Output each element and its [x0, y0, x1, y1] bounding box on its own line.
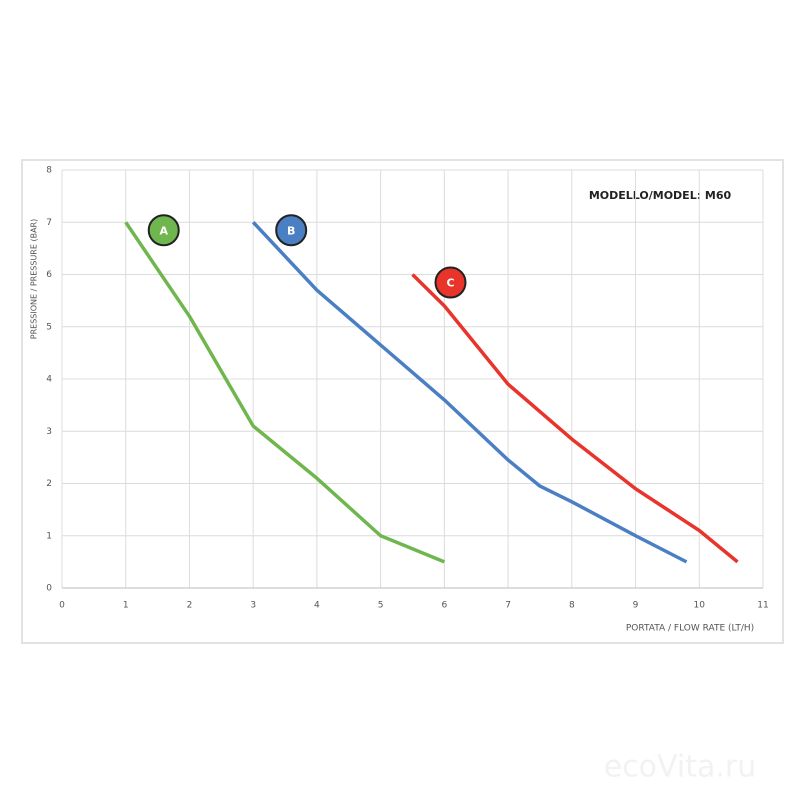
y-tick-label: 5 [46, 322, 52, 332]
x-tick-label: 1 [123, 601, 129, 611]
x-tick-label: 10 [694, 601, 706, 611]
x-tick-label: 0 [59, 601, 65, 611]
series-line [411, 273, 739, 564]
x-tick-label: 6 [441, 601, 447, 611]
watermark: ecoVita.ru [604, 750, 757, 785]
series-label-badge [434, 266, 467, 299]
series-line [124, 221, 446, 564]
x-tick-label: 4 [314, 601, 320, 611]
series-label-badge [275, 214, 308, 247]
x-tick-label: 5 [378, 601, 384, 611]
x-tick-label: 2 [187, 601, 193, 611]
x-tick-label: 7 [505, 601, 511, 611]
y-tick-label: 7 [46, 218, 52, 228]
y-tick-label: 3 [46, 427, 52, 437]
x-tick-label: 11 [757, 601, 768, 611]
y-tick-label: 8 [46, 166, 52, 176]
x-axis-label: PORTATA / FLOW RATE (LT/H) [626, 624, 754, 634]
series-label: A [159, 224, 168, 237]
y-tick-label: 2 [46, 479, 52, 489]
series-label: C [446, 277, 454, 290]
chart-frame [21, 159, 784, 644]
y-tick-label: 1 [46, 531, 52, 541]
chart-title: MODELLO/MODEL: M60 [589, 189, 732, 202]
y-tick-label: 0 [46, 584, 52, 594]
series-label: B [287, 224, 295, 237]
series-line [251, 221, 688, 564]
x-tick-label: 3 [250, 601, 256, 611]
y-axis-label: PRESSIONE / PRESSURE (BAR) [30, 219, 39, 339]
x-tick-label: 9 [633, 601, 639, 611]
x-tick-label: 8 [569, 601, 575, 611]
y-tick-label: 4 [46, 375, 52, 385]
series-label-badge [147, 214, 180, 247]
y-tick-label: 6 [46, 270, 52, 280]
